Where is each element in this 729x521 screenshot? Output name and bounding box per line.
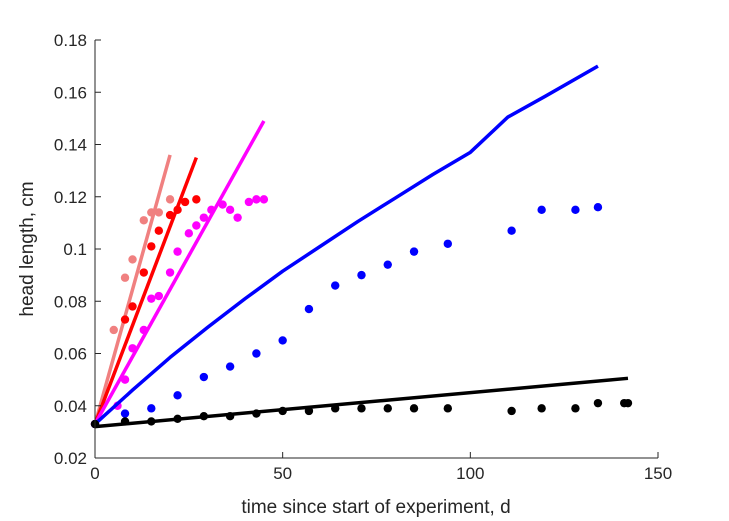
series-1 bbox=[90, 156, 201, 429]
x-tick-label: 50 bbox=[273, 464, 292, 483]
data-point bbox=[225, 412, 235, 421]
y-tick-label: 0.02 bbox=[54, 449, 87, 468]
data-point bbox=[147, 242, 156, 251]
data-point bbox=[147, 417, 156, 426]
data-point bbox=[357, 270, 366, 280]
data-point bbox=[139, 268, 148, 277]
data-point bbox=[173, 247, 182, 256]
data-point bbox=[623, 398, 633, 408]
data-point bbox=[259, 195, 269, 204]
data-point bbox=[139, 216, 148, 225]
x-tick-label: 100 bbox=[456, 464, 484, 483]
data-point bbox=[147, 294, 156, 303]
data-point bbox=[357, 404, 366, 413]
series-layer bbox=[90, 64, 633, 429]
data-point bbox=[409, 404, 419, 413]
x-tick-label: 150 bbox=[644, 464, 672, 483]
data-point bbox=[199, 213, 209, 222]
data-point bbox=[537, 205, 546, 215]
data-point bbox=[180, 197, 190, 207]
data-point bbox=[331, 281, 340, 290]
data-point bbox=[120, 273, 130, 282]
fit-line bbox=[93, 154, 172, 425]
y-axis-label: head length, cm bbox=[17, 181, 38, 316]
data-point bbox=[409, 247, 419, 256]
data-point bbox=[571, 404, 580, 413]
data-point bbox=[147, 404, 156, 413]
data-point bbox=[225, 362, 235, 371]
data-point bbox=[443, 239, 453, 248]
data-point bbox=[331, 404, 340, 413]
data-point bbox=[571, 205, 580, 215]
data-point bbox=[154, 291, 164, 301]
fit-line bbox=[94, 376, 629, 429]
data-point bbox=[120, 417, 130, 426]
data-point bbox=[154, 226, 164, 235]
data-point bbox=[304, 304, 314, 314]
x-axis-label: time since start of experiment, d bbox=[241, 497, 510, 518]
y-tick-label: 0.04 bbox=[54, 397, 87, 416]
data-point bbox=[165, 268, 175, 277]
data-point bbox=[120, 315, 130, 324]
data-point bbox=[252, 349, 261, 358]
data-point bbox=[383, 404, 392, 413]
data-point bbox=[225, 205, 235, 215]
data-point bbox=[128, 255, 137, 264]
data-point bbox=[199, 372, 209, 382]
data-point bbox=[507, 406, 516, 416]
data-point bbox=[252, 409, 261, 418]
data-point bbox=[252, 195, 261, 204]
y-tick-label: 0.12 bbox=[54, 188, 87, 207]
data-point bbox=[139, 325, 148, 335]
y-tick-label: 0.16 bbox=[54, 83, 87, 102]
data-point bbox=[233, 213, 242, 222]
data-point bbox=[128, 344, 137, 353]
x-tick-label: 0 bbox=[90, 464, 99, 483]
tick-layer: 0 50 100 150 0.02 0.04 0.06 0.08 0.1 0.12 0.14 0.16… bbox=[54, 31, 672, 483]
data-point bbox=[173, 205, 182, 215]
fit-line bbox=[93, 120, 266, 425]
data-point bbox=[278, 406, 287, 416]
data-point bbox=[443, 404, 453, 413]
data-point bbox=[154, 208, 164, 217]
y-tick-label: 0.06 bbox=[54, 345, 87, 364]
y-tick-label: 0.18 bbox=[54, 31, 87, 50]
data-point bbox=[244, 197, 254, 207]
plot-area bbox=[95, 40, 658, 458]
data-point bbox=[192, 195, 201, 204]
data-point bbox=[383, 260, 392, 269]
series-4 bbox=[90, 376, 633, 429]
data-point bbox=[304, 406, 314, 416]
data-point bbox=[165, 210, 175, 220]
data-point bbox=[165, 195, 175, 204]
y-tick-label: 0.14 bbox=[54, 136, 87, 155]
fit-line bbox=[93, 64, 599, 426]
data-point bbox=[192, 221, 201, 230]
data-point bbox=[207, 205, 216, 215]
data-point bbox=[128, 302, 137, 311]
data-point bbox=[593, 398, 603, 408]
data-point bbox=[120, 375, 130, 384]
data-point bbox=[278, 336, 287, 345]
data-point bbox=[593, 203, 603, 212]
data-point bbox=[173, 391, 182, 400]
data-point bbox=[218, 200, 227, 209]
y-tick-label: 0.08 bbox=[54, 292, 87, 311]
data-point bbox=[147, 208, 156, 217]
data-point bbox=[537, 404, 546, 413]
data-point bbox=[109, 325, 118, 335]
data-point bbox=[173, 414, 182, 424]
data-point bbox=[507, 226, 516, 235]
y-tick-label: 0.1 bbox=[63, 240, 87, 259]
data-point bbox=[120, 409, 130, 418]
data-point bbox=[199, 412, 209, 421]
fit-line bbox=[93, 156, 198, 425]
data-point bbox=[184, 229, 194, 238]
